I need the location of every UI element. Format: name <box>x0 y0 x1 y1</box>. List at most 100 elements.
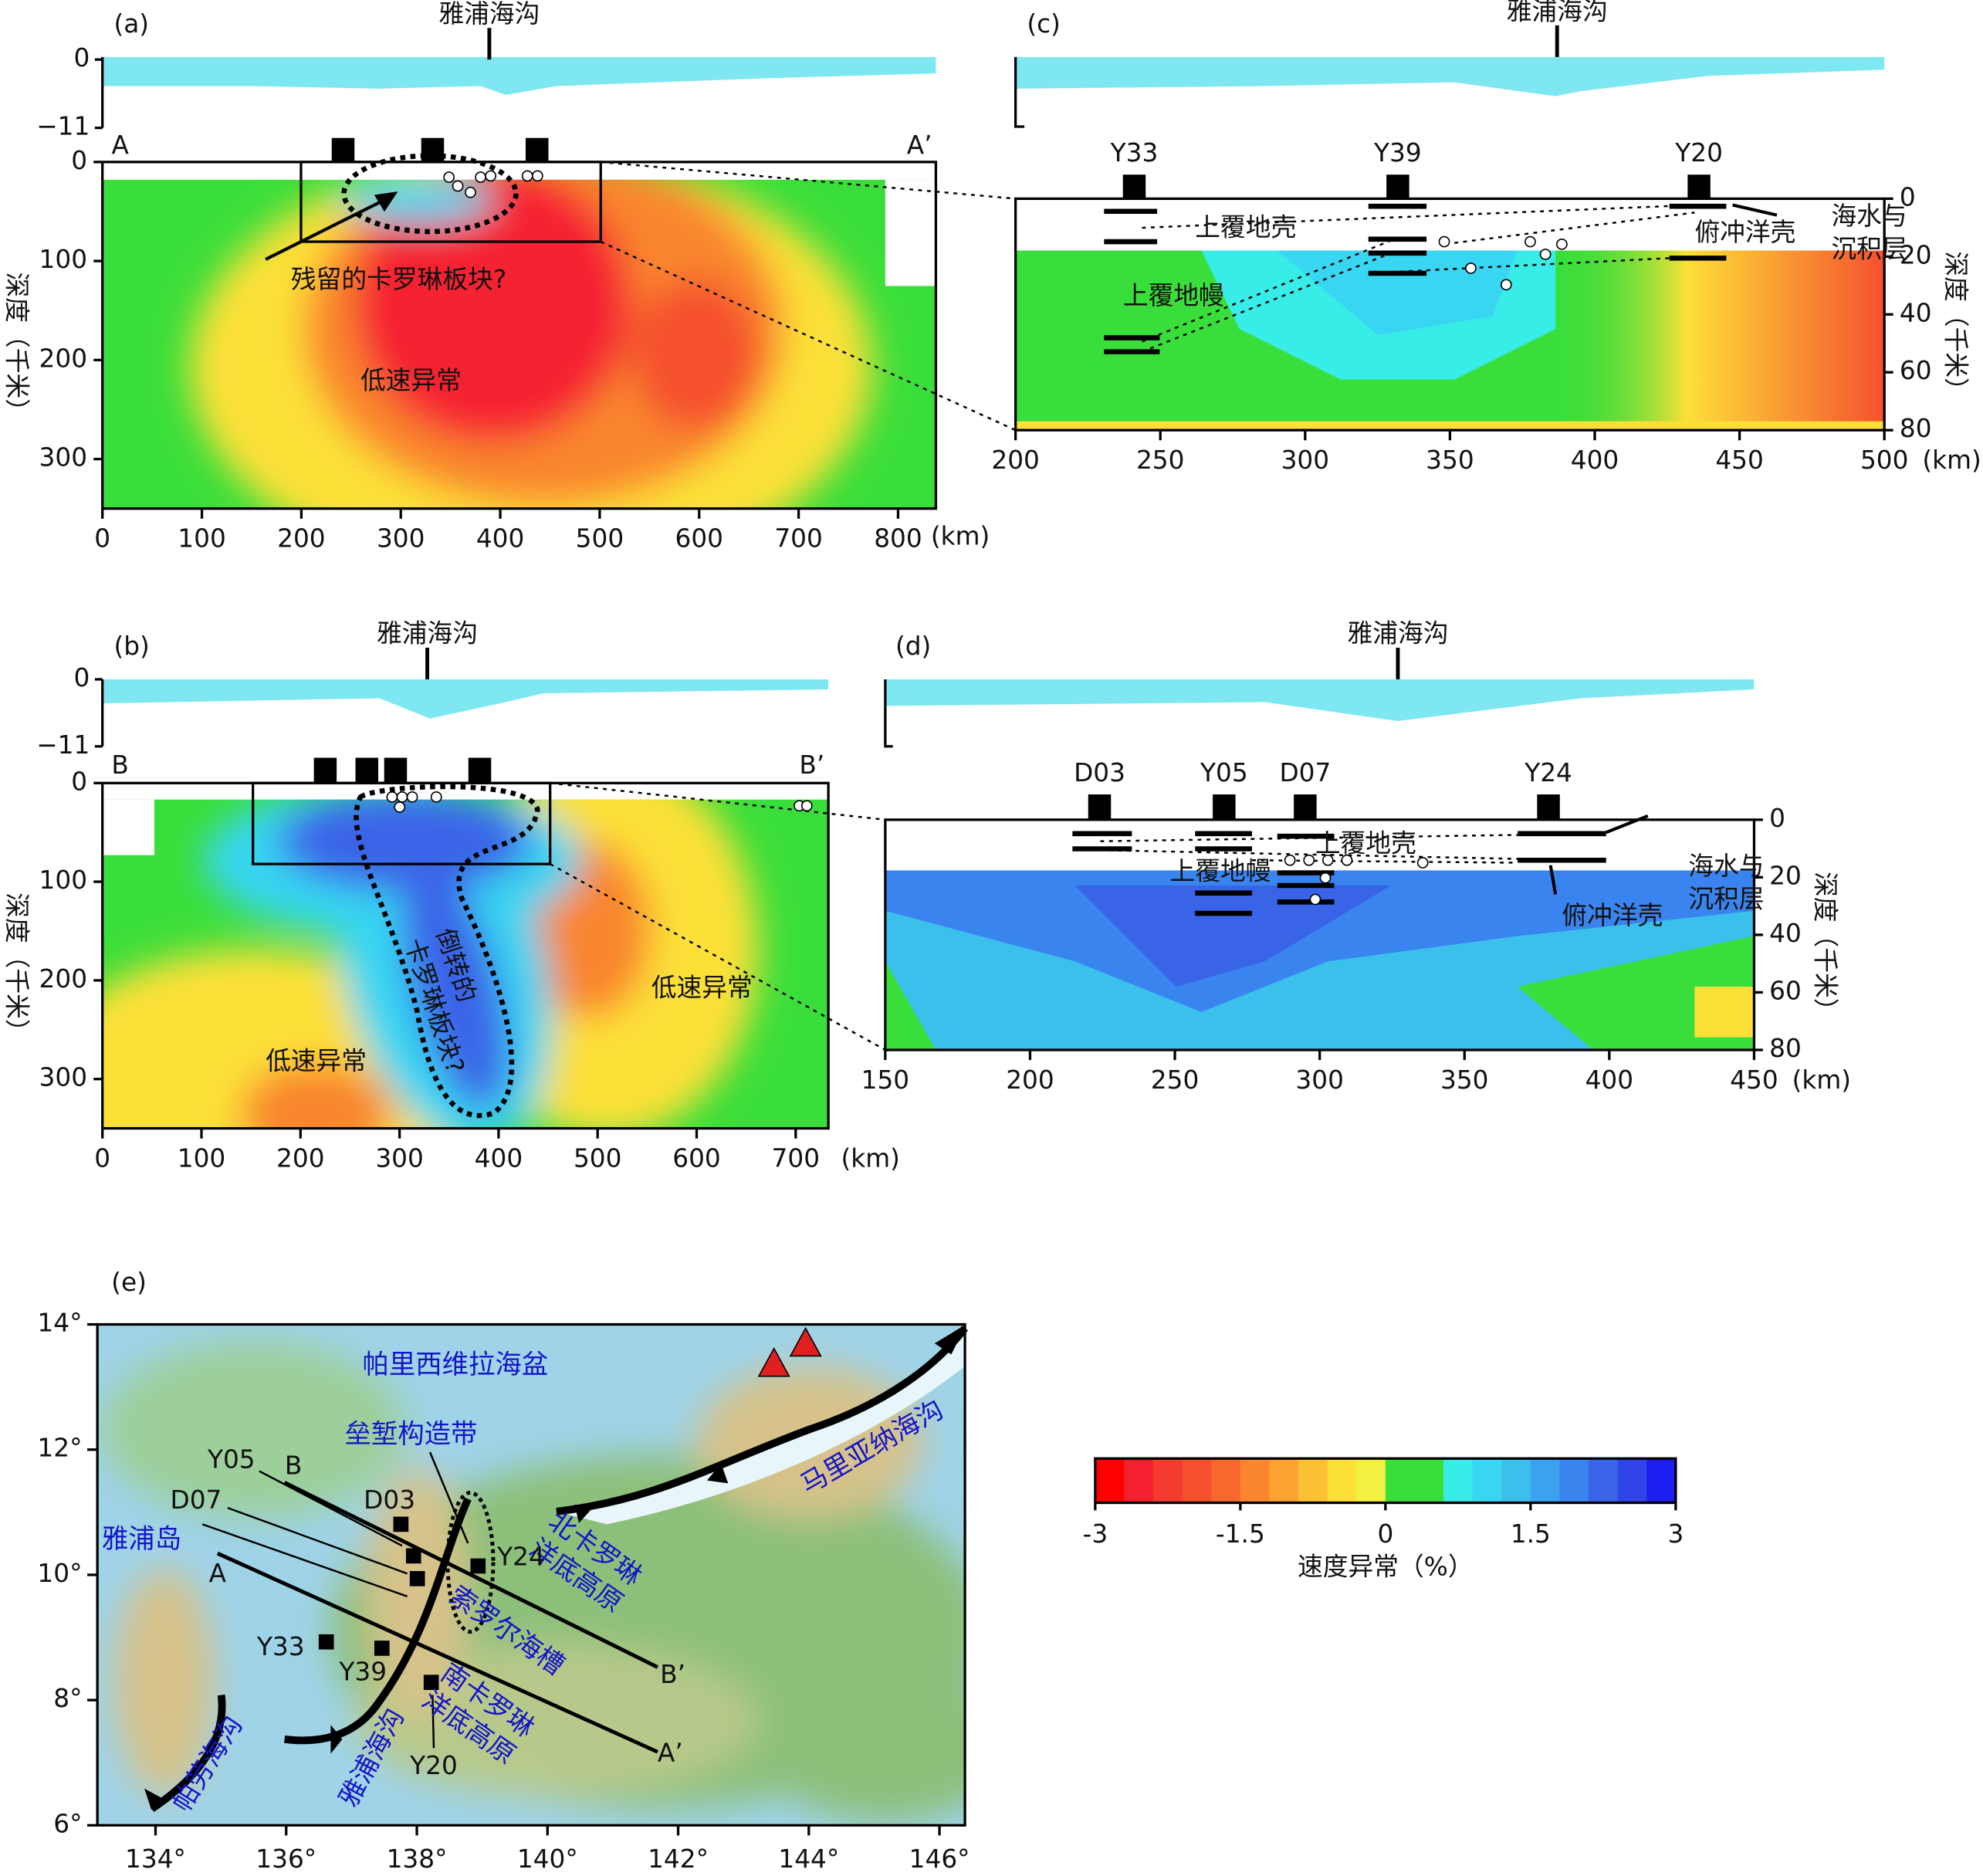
frame <box>1013 56 1025 128</box>
x-tick-label: 350 <box>1440 1065 1489 1095</box>
station-label: Y20 <box>1674 138 1723 168</box>
place-label: 帕里西维拉海盆 <box>362 1349 548 1380</box>
panel-label: (d) <box>895 632 931 661</box>
colorbar-label: 速度异常（%） <box>1298 1553 1474 1582</box>
y-tick-label: 40 <box>1769 919 1802 948</box>
colorbar-cell <box>1530 1458 1561 1503</box>
x-tick-label: 142° <box>648 1844 709 1874</box>
bathymetry <box>102 56 936 96</box>
y-tick-label: 0 <box>71 146 87 175</box>
colorbar-cell <box>1095 1458 1125 1503</box>
station <box>1294 794 1317 820</box>
map-station <box>318 1326 822 1691</box>
map-station <box>393 1516 409 1532</box>
station <box>1213 794 1236 820</box>
earthquake <box>1319 872 1332 884</box>
station <box>1687 174 1711 199</box>
connector <box>341 153 519 235</box>
earthquake <box>394 801 406 813</box>
y-tick-label: 60 <box>1900 356 1932 385</box>
station-label: Y39 <box>1373 138 1422 168</box>
earthquake <box>485 170 497 182</box>
station-label: Y05 <box>1200 758 1248 787</box>
station-label: D03 <box>364 1485 415 1515</box>
station <box>331 137 355 162</box>
x-tick-label: 200 <box>277 524 326 554</box>
trench <box>144 1323 967 1810</box>
tomography-b <box>240 1062 392 1129</box>
earthquake <box>1539 249 1552 260</box>
profile-start: B <box>111 750 128 780</box>
colorbar-cell <box>1501 1458 1531 1503</box>
annotation: 残留的卡罗琳板块? <box>291 265 506 294</box>
y-tick-label: 12° <box>37 1434 82 1463</box>
y-tick-label: 200 <box>39 964 88 994</box>
tomography-c <box>1015 250 1885 431</box>
map-arrow <box>201 1451 496 1749</box>
station-label: Y33 <box>1110 138 1159 168</box>
map-relief <box>354 1644 760 1796</box>
panel-label: (c) <box>1027 9 1061 39</box>
earthquake <box>386 791 398 803</box>
y-tick-label: 300 <box>39 1063 88 1092</box>
arrow <box>265 195 393 261</box>
x-tick-label: 500 <box>574 1144 622 1173</box>
colorbar-cell <box>1240 1458 1271 1503</box>
map-relief <box>759 1669 966 1822</box>
y-tick-label: 6° <box>53 1809 82 1838</box>
y-tick-label: 20 <box>1900 240 1932 269</box>
trench <box>556 1326 968 1515</box>
y-tick-label: 0 <box>1900 182 1916 212</box>
x-tick-label: 144° <box>778 1844 839 1874</box>
colorbar-tick-label: -1.5 <box>1216 1519 1265 1549</box>
x-tick-label: 400 <box>1571 445 1619 475</box>
y-axis-label: 深度（千米） <box>2 892 32 1045</box>
profile-end: A’ <box>907 130 932 160</box>
station <box>1386 174 1409 199</box>
trench-label: 雅浦海沟 <box>1347 619 1448 648</box>
trench <box>149 1694 226 1813</box>
map-relief <box>101 1340 405 1519</box>
bathy-tick-label: 0 <box>73 663 90 692</box>
arrow <box>1606 814 1649 835</box>
annotation: 上覆地壳 <box>1195 213 1296 242</box>
colorbar-tick-label: 3 <box>1667 1519 1684 1549</box>
annotation: 上覆地壳 <box>1315 829 1416 858</box>
connector <box>341 153 1695 1119</box>
x-tick-label: 0 <box>94 524 110 554</box>
earthquake <box>521 170 533 182</box>
x-unit: (km) <box>1922 445 1981 475</box>
map-arrow <box>227 1506 408 1575</box>
x-tick-label: 150 <box>861 1065 910 1095</box>
station <box>526 137 549 162</box>
y-tick-label: 300 <box>39 443 88 472</box>
connector <box>1100 204 1695 864</box>
station <box>1122 174 1146 199</box>
tomography-a <box>354 179 633 443</box>
x-tick-label: 350 <box>1426 445 1474 475</box>
annotation: 低速异常 <box>360 366 462 395</box>
station <box>355 757 379 784</box>
annotation-line: 沉积层 <box>1688 885 1764 914</box>
x-tick-label: 450 <box>1715 445 1764 475</box>
trench-label: 雅浦海沟 <box>1507 0 1608 26</box>
earthquake <box>443 171 455 183</box>
arrow <box>1548 865 1558 895</box>
x-tick-label: 600 <box>672 1144 721 1173</box>
y-axis-label: 深度（千米） <box>1941 251 1970 402</box>
arrow <box>374 191 398 212</box>
tomography-a <box>341 179 493 223</box>
profile-end-label: A <box>209 1559 227 1588</box>
x-tick-label: 700 <box>772 1144 821 1173</box>
colorbar-cell <box>1356 1458 1386 1503</box>
x-tick-label: 0 <box>94 1144 110 1173</box>
earthquake <box>396 791 408 803</box>
station-label: Y24 <box>1524 758 1572 787</box>
panel-label: (a) <box>113 9 149 39</box>
profile-end-label: B <box>285 1451 302 1481</box>
x-tick-label: 450 <box>1730 1065 1778 1095</box>
map-relief <box>97 1324 966 1826</box>
connector <box>354 784 540 1119</box>
earthquake <box>1321 854 1334 866</box>
